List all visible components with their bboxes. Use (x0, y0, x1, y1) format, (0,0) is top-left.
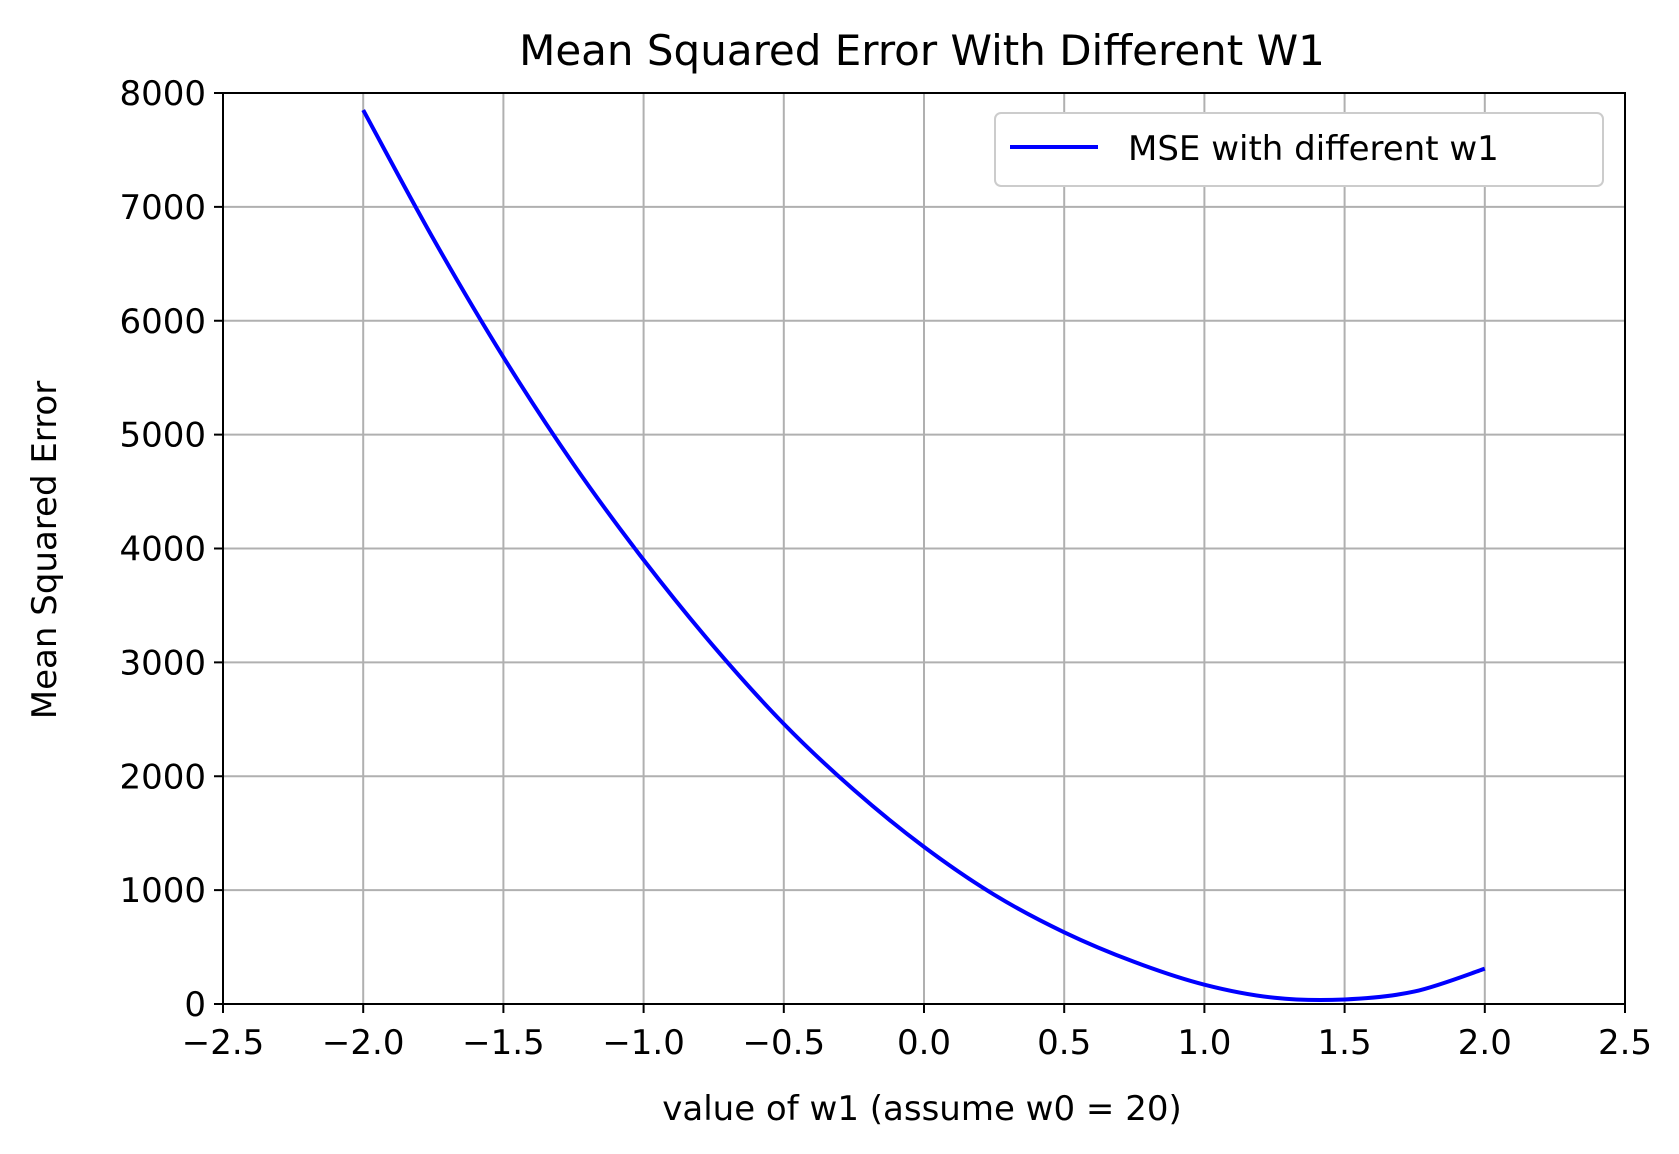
x-axis-label: value of w1 (assume w0 = 20) (662, 1089, 1182, 1129)
y-axis-ticks: 0 1000 2000 3000 4000 5000 6000 7000 8000 (119, 74, 223, 1025)
y-tick-label: 8000 (119, 74, 206, 114)
x-tick-label: 2.0 (1458, 1023, 1512, 1063)
x-axis-ticks: −2.5 −2.0 −1.5 −1.0 −0.5 0.0 0.5 1.0 1.5 2.0 2.5 (182, 1004, 1652, 1063)
x-tick-label: −1.0 (602, 1023, 685, 1063)
y-tick-label: 3000 (119, 643, 206, 683)
series-line-mse (361, 109, 1486, 1003)
x-tick-label: 0.0 (897, 1023, 951, 1063)
y-tick-label: 6000 (119, 302, 206, 342)
legend-entry-label: MSE with different w1 (1128, 129, 1499, 169)
x-tick-label: −0.5 (743, 1023, 826, 1063)
x-tick-label: −1.5 (462, 1023, 545, 1063)
y-tick-label: 0 (184, 985, 206, 1025)
x-tick-label: 1.0 (1177, 1023, 1231, 1063)
legend-box (994, 112, 1604, 187)
series-layer (361, 109, 1486, 1003)
y-tick-label: 2000 (119, 757, 206, 797)
y-tick-label: 4000 (119, 530, 206, 570)
x-tick-label: 2.5 (1598, 1023, 1652, 1063)
x-tick-label: 0.5 (1037, 1023, 1091, 1063)
chart-title: Mean Squared Error With Different W1 (519, 26, 1325, 75)
y-tick-label: 1000 (119, 871, 206, 911)
x-tick-label: −2.5 (182, 1023, 265, 1063)
y-axis-label: Mean Squared Error (25, 381, 65, 719)
legend: MSE with different w1 (994, 112, 1604, 187)
x-tick-label: 1.5 (1318, 1023, 1372, 1063)
y-tick-label: 5000 (119, 416, 206, 456)
y-tick-label: 7000 (119, 188, 206, 228)
x-tick-label: −2.0 (322, 1023, 405, 1063)
